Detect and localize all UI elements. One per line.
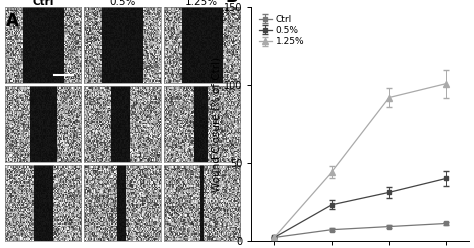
- Y-axis label: Wound Closure (% of Ctrl): Wound Closure (% of Ctrl): [211, 57, 221, 191]
- Title: Ctrl: Ctrl: [32, 0, 54, 7]
- Title: 1.25%: 1.25%: [185, 0, 219, 7]
- Text: A: A: [6, 12, 18, 31]
- Title: 0.5%: 0.5%: [109, 0, 136, 7]
- Text: B: B: [225, 0, 238, 6]
- Legend: Ctrl, 0.5%, 1.25%: Ctrl, 0.5%, 1.25%: [256, 12, 307, 49]
